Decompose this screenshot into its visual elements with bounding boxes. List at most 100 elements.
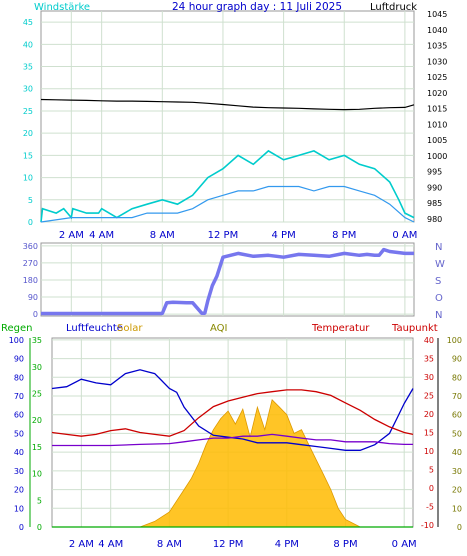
rain-tick-label: 30 <box>32 363 42 372</box>
climate-x-tick-label: 8 AM <box>157 539 182 550</box>
compass-label: O <box>435 293 443 304</box>
wind-x-tick-label: 2 AM <box>59 230 84 241</box>
temperature-tick-label: -5 <box>426 503 434 512</box>
temperature-tick-label: 20 <box>424 410 434 419</box>
wind-y-tick-label: 10 <box>23 174 33 183</box>
wind-x-tick-label: 0 AM <box>392 230 417 241</box>
solar-axis: 0 10 20 30 40 50 60 70 80 90 100 <box>437 336 462 532</box>
rain-tick-label: 10 <box>32 470 42 479</box>
rain-tick-label: 25 <box>32 390 42 399</box>
chart-title: 24 hour graph day : 11 Juli 2025 <box>172 1 342 13</box>
temperature-tick-label: 25 <box>424 391 434 400</box>
climate-x-tick-label: 4 AM <box>98 539 123 550</box>
climate-series <box>51 369 414 528</box>
solar-tick-label: 80 <box>452 373 462 382</box>
direction-degree-axis: 360 270 180 90 0 <box>23 242 38 319</box>
pressure-tick-label: 980 <box>427 215 442 224</box>
pressure-tick-label: 1025 <box>427 73 447 82</box>
solar-tick-label: 40 <box>452 448 462 457</box>
solar-tick-label: 10 <box>452 504 462 513</box>
wind-speed-axis: 0 5 10 15 20 25 30 35 40 45 <box>23 18 33 227</box>
pressure-tick-label: 1015 <box>427 105 447 114</box>
wind-y-tick-label: 30 <box>23 85 33 94</box>
solar-area <box>52 399 413 528</box>
temperature-tick-label: 30 <box>424 373 434 382</box>
climate-x-tick-label: 4 PM <box>275 539 299 550</box>
wind-line <box>40 149 415 223</box>
direction-grid <box>41 243 414 316</box>
pressure-tick-label: 1030 <box>427 57 447 66</box>
humidity-tick-label: 90 <box>14 355 24 364</box>
climate-time-axis: 2 AM 4 AM 8 AM 12 PM 4 PM 8 PM 0 AM <box>69 539 417 550</box>
pressure-axis: 980 985 990 995 1000 1005 1010 1015 1020 1025 1030… <box>427 10 447 224</box>
temperature-tick-label: 15 <box>424 429 434 438</box>
rain-tick-label: 0 <box>37 523 42 532</box>
wind-x-tick-label: 8 PM <box>332 230 356 241</box>
wind_avg-line <box>40 185 415 223</box>
humidity-line <box>51 369 414 451</box>
wind-x-tick-label: 4 AM <box>89 230 114 241</box>
wind-y-tick-label: 25 <box>23 107 33 116</box>
wind-y-tick-label: 45 <box>23 18 33 27</box>
humidity-tick-label: 100 <box>9 336 24 345</box>
solar-tick-label: 20 <box>452 486 462 495</box>
wind-y-tick-label: 20 <box>23 129 33 138</box>
temperature-tick-label: 35 <box>424 354 434 363</box>
solar-tick-label: 50 <box>452 429 462 438</box>
temperature-axis: -10 -5 0 5 10 15 20 25 30 35 40 <box>421 336 434 530</box>
rain-tick-label: 20 <box>32 416 42 425</box>
pressure-tick-label: 1020 <box>427 89 447 98</box>
compass-label: S <box>435 276 441 287</box>
direction-tick-label: 90 <box>28 293 38 302</box>
solar-tick-label: 60 <box>452 411 462 420</box>
pressure-tick-label: 1040 <box>427 26 447 35</box>
temperature-tick-label: 0 <box>429 484 434 493</box>
wind-y-tick-label: 40 <box>23 40 33 49</box>
compass-label: N <box>435 242 442 253</box>
humidity-tick-label: 0 <box>19 523 24 532</box>
pressure-tick-label: 1000 <box>427 152 447 161</box>
humidity-axis: 0 10 20 30 40 50 60 70 80 90 100 <box>9 336 24 532</box>
pressure-tick-label: 1035 <box>427 42 447 51</box>
rain-axis: 0 5 10 15 20 25 30 35 <box>29 336 42 532</box>
temperature-line <box>51 389 414 437</box>
legend-aqi: AQI <box>210 323 228 334</box>
climate-x-tick-label: 0 AM <box>392 539 417 550</box>
legend-solar: Solar <box>117 323 143 334</box>
wind-plot-area <box>40 10 415 223</box>
compass-label: W <box>435 259 445 270</box>
legend-temperature: Temperatur <box>311 323 370 334</box>
pressure-tick-label: 1005 <box>427 136 447 145</box>
climate-x-tick-label: 2 AM <box>69 539 94 550</box>
humidity-tick-label: 50 <box>14 429 24 438</box>
direction-tick-label: 180 <box>23 276 38 285</box>
solar-tick-label: 30 <box>452 467 462 476</box>
wind-y-tick-label: 5 <box>28 196 33 205</box>
pressure-tick-label: 985 <box>427 199 442 208</box>
legend-dewpoint: Taupunkt <box>391 323 438 334</box>
humidity-tick-label: 10 <box>14 504 24 513</box>
wind-y-tick-label: 15 <box>23 151 33 160</box>
rain-tick-label: 15 <box>32 443 42 452</box>
humidity-tick-label: 30 <box>14 467 24 476</box>
pressure-tick-label: 995 <box>427 168 442 177</box>
pressure-tick-label: 990 <box>427 183 442 192</box>
solar-tick-label: 100 <box>447 336 462 345</box>
pressure-axis-label: Luftdruck <box>370 2 417 13</box>
humidity-tick-label: 70 <box>14 392 24 401</box>
humidity-tick-label: 60 <box>14 411 24 420</box>
legend-humidity: Luftfeuchte <box>66 323 123 334</box>
temperature-tick-label: 40 <box>424 336 434 345</box>
pressure-line <box>40 98 415 111</box>
temperature-tick-label: 10 <box>424 447 434 456</box>
wind-time-axis: 2 AM 4 AM 8 AM 12 PM 4 PM 8 PM 0 AM <box>59 230 418 241</box>
wind-series <box>40 98 415 223</box>
wind-y-tick-label: 35 <box>23 63 33 72</box>
legend-rain: Regen <box>1 323 33 334</box>
humidity-tick-label: 20 <box>14 486 24 495</box>
wind-axis-label: Windstärke <box>34 2 90 13</box>
direction-tick-label: 0 <box>33 310 38 319</box>
